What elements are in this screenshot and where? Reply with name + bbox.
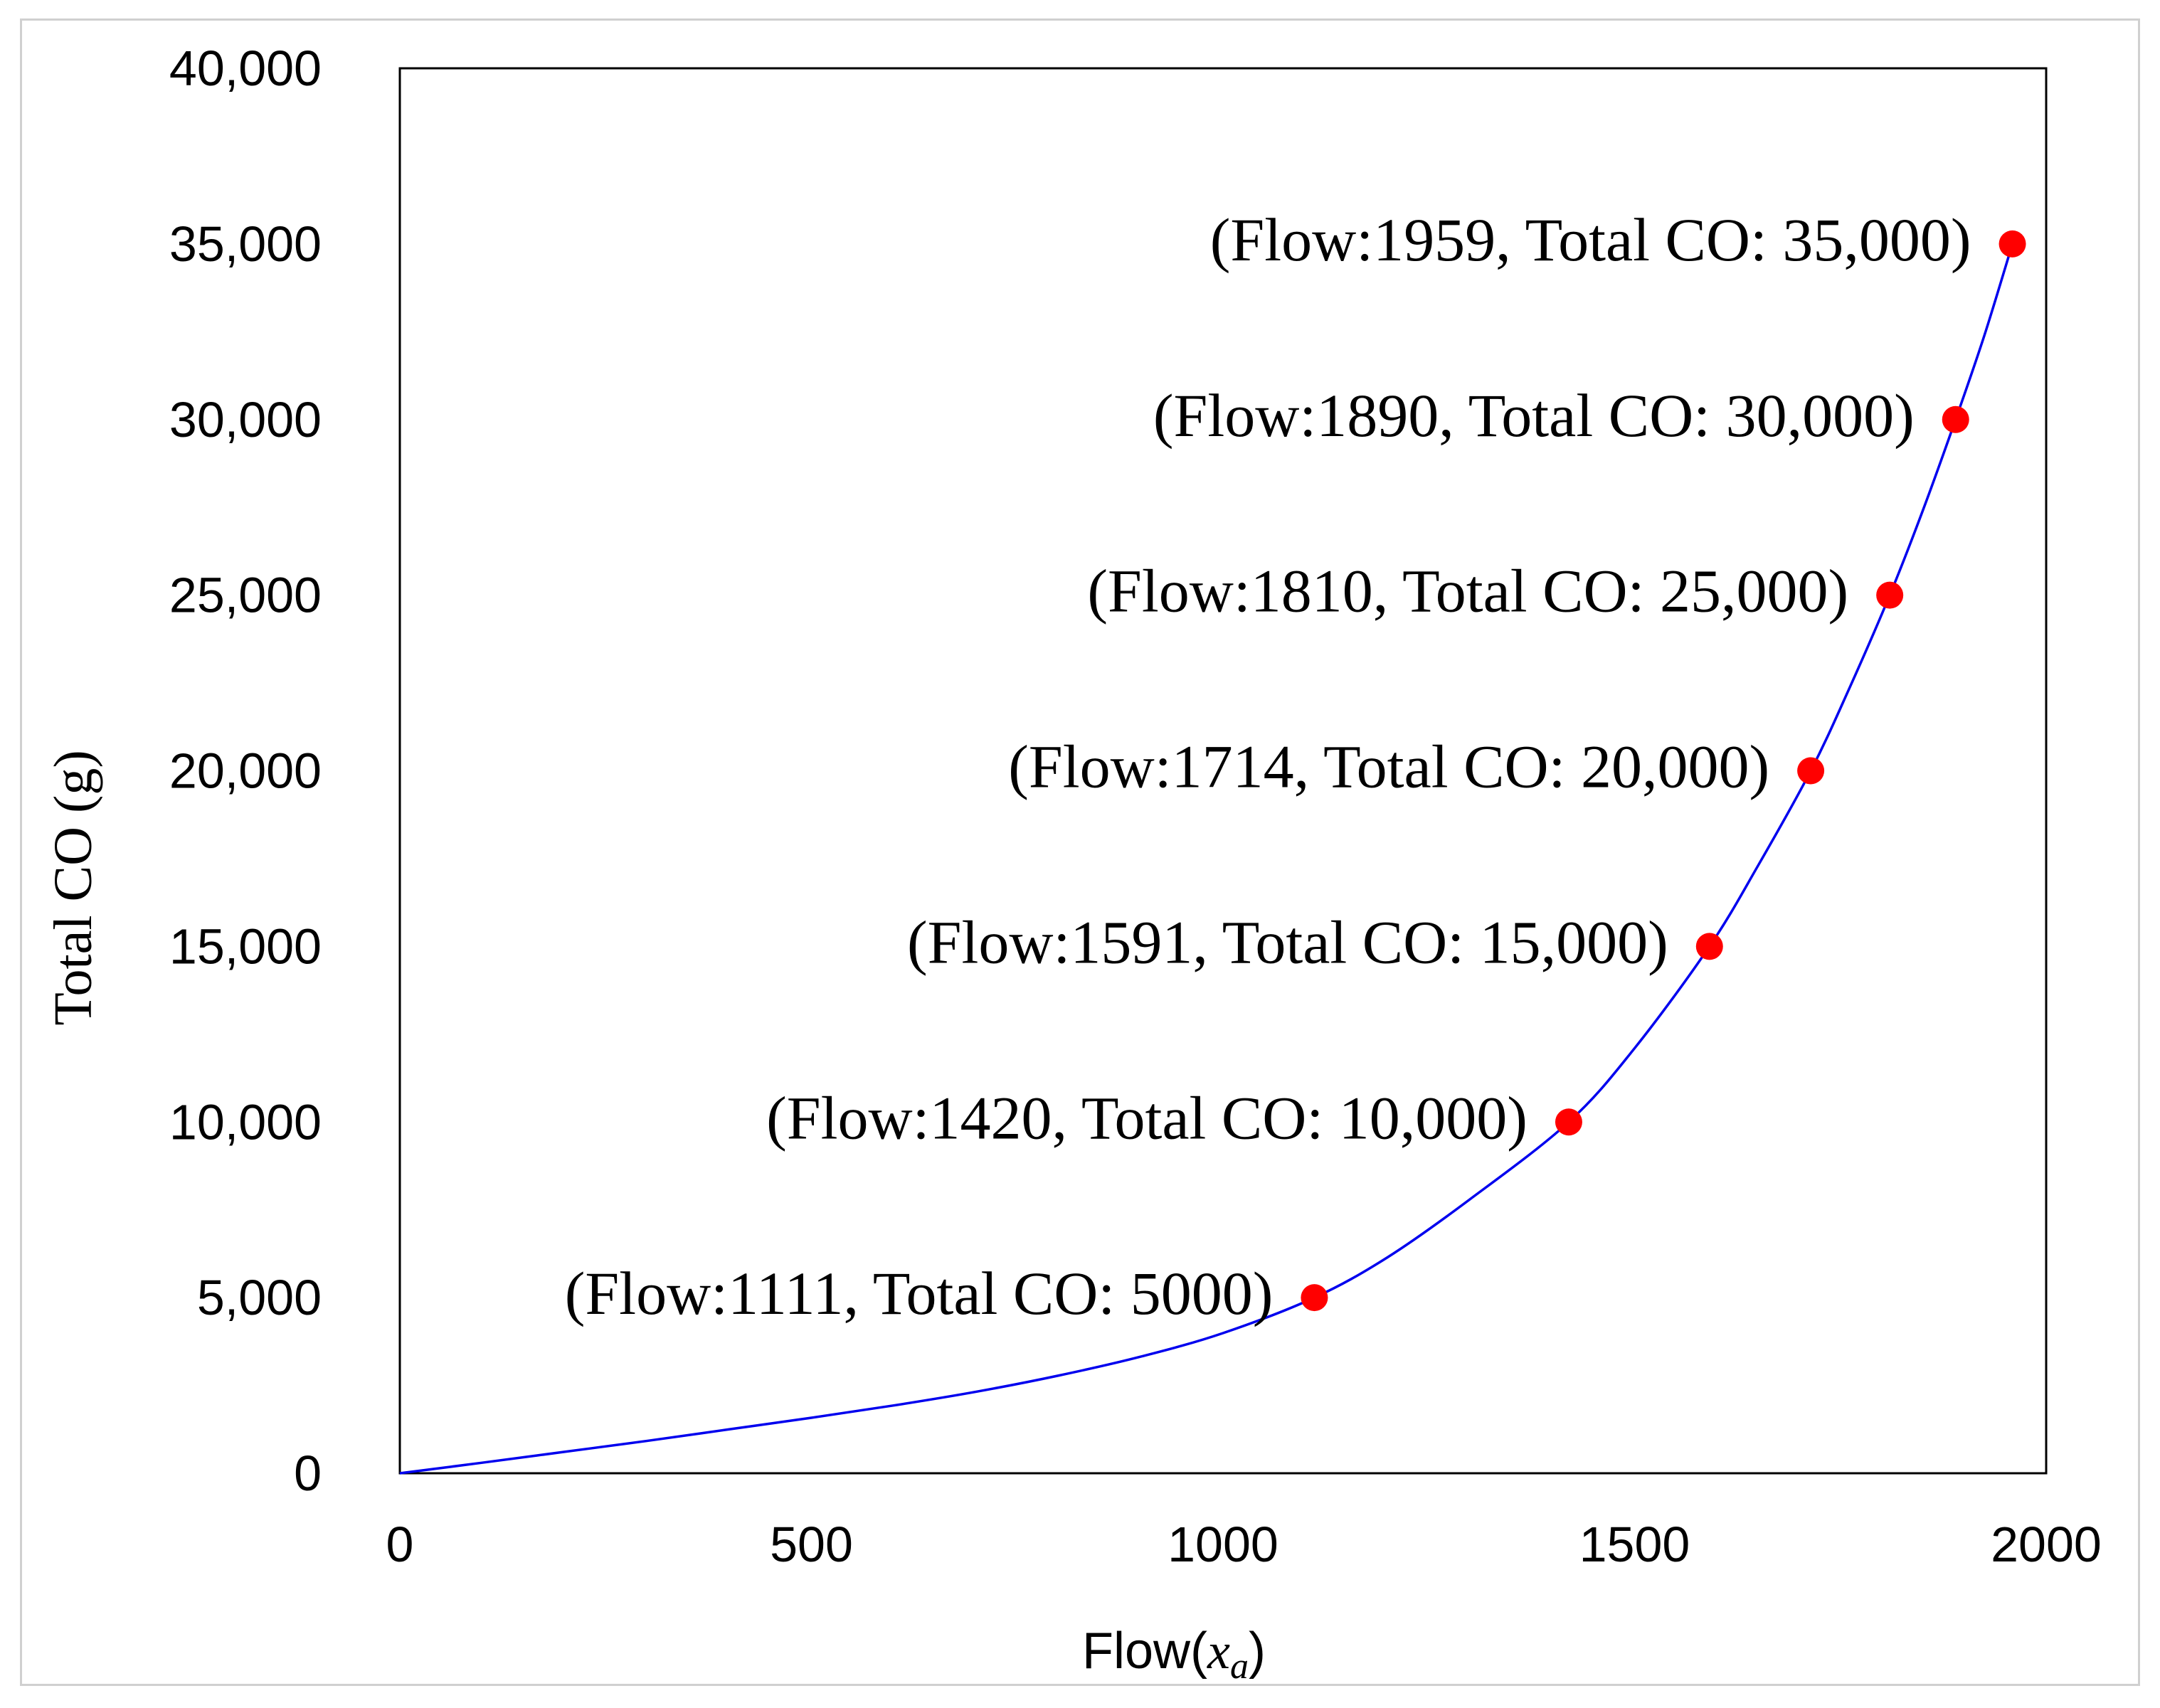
y-tick-label: 5,000	[197, 1270, 322, 1325]
x-tick-label: 0	[386, 1517, 414, 1572]
data-label: (Flow:1959, Total CO: 35,000)	[1210, 206, 1971, 274]
data-point	[1797, 757, 1825, 785]
y-axis-title: Total CO (g)	[43, 750, 103, 1025]
figure-frame	[20, 18, 2140, 1686]
x-axis-title: Flow(xa)	[1082, 1623, 1266, 1687]
plot-area-border	[398, 67, 2048, 1475]
data-point	[1555, 1108, 1582, 1136]
x-tick-label: 2000	[1991, 1517, 2102, 1572]
x-tick-label: 500	[770, 1517, 853, 1572]
y-tick-label: 15,000	[169, 918, 322, 974]
data-label: (Flow:1810, Total CO: 25,000)	[1087, 557, 1848, 625]
y-tick-label: 20,000	[169, 743, 322, 799]
data-label: (Flow:1714, Total CO: 20,000)	[1008, 733, 1769, 801]
y-tick-label: 0	[294, 1446, 322, 1501]
y-tick-label: 10,000	[169, 1094, 322, 1150]
x-tick-label: 1000	[1168, 1517, 1278, 1572]
y-tick-label: 25,000	[169, 568, 322, 623]
data-label: (Flow:1591, Total CO: 15,000)	[907, 908, 1668, 976]
data-label: (Flow:1111, Total CO: 5000)	[565, 1259, 1274, 1327]
data-point	[1998, 230, 2026, 258]
y-tick-label: 40,000	[169, 41, 322, 96]
data-label: (Flow:1420, Total CO: 10,000)	[766, 1083, 1528, 1152]
y-tick-label: 30,000	[169, 392, 322, 447]
data-label: (Flow:1890, Total CO: 30,000)	[1153, 381, 1915, 450]
data-point	[1301, 1284, 1328, 1312]
y-tick-label: 35,000	[169, 216, 322, 272]
data-point	[1876, 581, 1904, 609]
data-point	[1695, 933, 1723, 960]
x-tick-label: 1500	[1579, 1517, 1690, 1572]
data-point	[1942, 405, 1969, 433]
